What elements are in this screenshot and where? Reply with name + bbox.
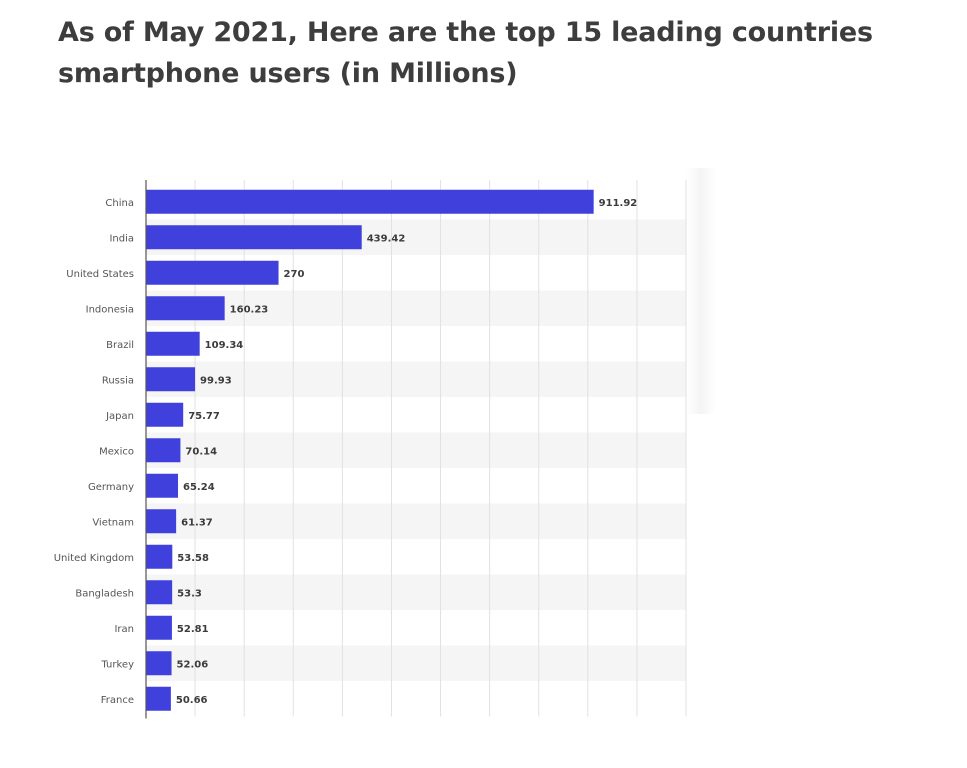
bar: [146, 367, 196, 392]
row-band: [146, 432, 686, 468]
value-label: 53.58: [177, 553, 209, 564]
category-label: Bangladesh: [75, 588, 134, 599]
value-label: 70.14: [185, 446, 217, 457]
row-band: [146, 574, 686, 610]
category-label: United States: [66, 269, 134, 280]
bar: [146, 331, 200, 356]
category-label: Indonesia: [86, 304, 134, 315]
value-label: 61.37: [181, 517, 213, 528]
value-label: 109.34: [205, 340, 244, 351]
row-band: [146, 503, 686, 539]
value-label: 911.92: [599, 198, 638, 209]
bar: [146, 296, 225, 321]
row-band: [146, 645, 686, 681]
category-label: Germany: [88, 482, 134, 493]
value-label: 160.23: [230, 304, 269, 315]
bar: [146, 615, 172, 640]
bar: [146, 686, 171, 711]
category-label: China: [105, 198, 134, 209]
category-label: France: [101, 695, 134, 706]
row-band: [146, 361, 686, 397]
value-label: 270: [284, 269, 305, 280]
category-label: Brazil: [106, 340, 134, 351]
bar: [146, 260, 279, 285]
value-label: 50.66: [176, 695, 208, 706]
category-label: Turkey: [100, 659, 134, 670]
chart-title: As of May 2021, Here are the top 15 lead…: [58, 17, 873, 89]
bar: [146, 544, 173, 569]
bar: [146, 189, 594, 214]
bar: [146, 580, 173, 605]
bar-chart: China 911.92 India 439.42 United States 270 In…: [54, 180, 687, 719]
value-label: 53.3: [177, 588, 202, 599]
value-label: 99.93: [200, 375, 232, 386]
category-label: Iran: [114, 624, 134, 635]
category-label: Mexico: [99, 446, 134, 457]
value-label: 439.42: [367, 233, 406, 244]
value-label: 75.77: [188, 411, 220, 422]
row-band: [146, 290, 686, 326]
bar: [146, 225, 362, 250]
value-label: 65.24: [183, 482, 215, 493]
bar: [146, 509, 177, 534]
category-label: United Kingdom: [54, 553, 134, 564]
bar: [146, 402, 184, 427]
value-label: 52.81: [177, 624, 209, 635]
category-label: Russia: [102, 375, 134, 386]
category-label: Japan: [105, 411, 134, 422]
chart-area: China 911.92 India 439.42 United States 270 In…: [0, 160, 967, 740]
category-label: Vietnam: [92, 517, 134, 528]
bar: [146, 473, 179, 498]
value-label: 52.06: [177, 659, 209, 670]
bar: [146, 438, 181, 463]
bar: [146, 651, 172, 676]
category-label: India: [109, 233, 134, 244]
